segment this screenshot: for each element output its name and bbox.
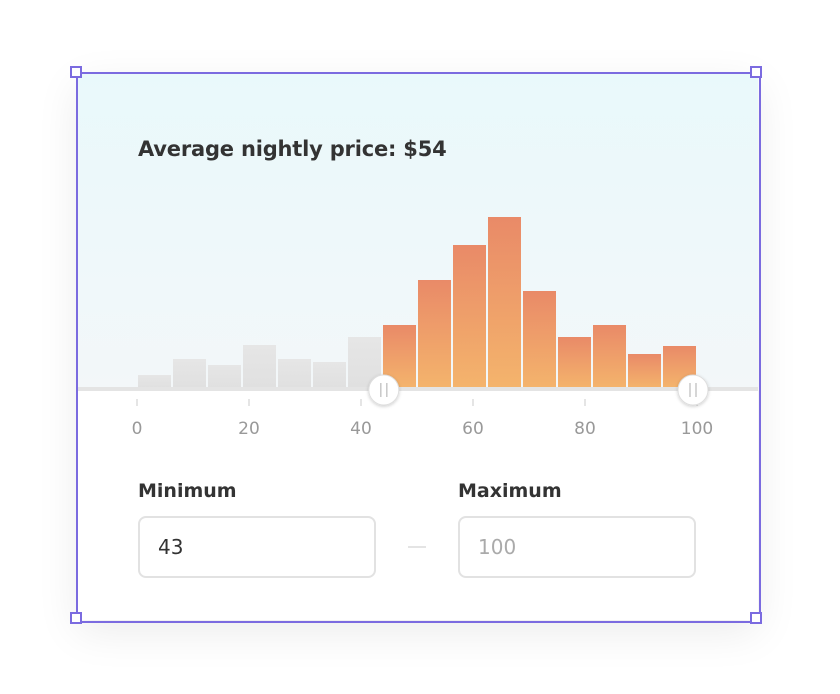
histogram-bar [278, 359, 311, 388]
min-slider-handle[interactable] [368, 374, 400, 406]
range-separator [408, 546, 426, 548]
histogram-bar [593, 325, 626, 388]
histogram-bar [488, 217, 521, 388]
price-histogram: 0 20 40 60 80 100 [77, 217, 758, 439]
minimum-input[interactable]: 43 [138, 516, 376, 578]
maximum-input[interactable]: 100 [458, 516, 696, 578]
resize-handle-top-right[interactable] [750, 66, 762, 78]
axis-tick-label: 20 [238, 419, 260, 439]
histogram-bar [313, 362, 346, 388]
axis-tick-label: 0 [132, 419, 143, 439]
histogram-bar [243, 345, 276, 388]
histogram-bar [523, 291, 556, 388]
slider-track [77, 387, 758, 391]
histogram-bar [208, 365, 241, 388]
histogram-bar [418, 280, 451, 388]
histogram-bar [453, 245, 486, 388]
resize-handle-top-left[interactable] [70, 66, 82, 78]
max-slider-handle[interactable] [677, 374, 709, 406]
axis-tick-label: 60 [462, 419, 484, 439]
resize-handle-bottom-left[interactable] [70, 612, 82, 624]
maximum-label: Maximum [458, 480, 562, 502]
axis-tick-label: 80 [574, 419, 596, 439]
histogram-bar [558, 337, 591, 388]
price-filter-card: Average nightly price: $54 0 20 40 60 80 100 … [70, 66, 762, 624]
axis-tick-label: 40 [350, 419, 372, 439]
average-price-title: Average nightly price: $54 [138, 137, 447, 161]
axis-tick-label: 100 [681, 419, 713, 439]
histogram-background [77, 73, 758, 389]
histogram-bar [173, 359, 206, 388]
histogram-bar [138, 375, 171, 388]
histogram-bar [628, 354, 661, 388]
minimum-label: Minimum [138, 480, 237, 502]
resize-handle-bottom-right[interactable] [750, 612, 762, 624]
